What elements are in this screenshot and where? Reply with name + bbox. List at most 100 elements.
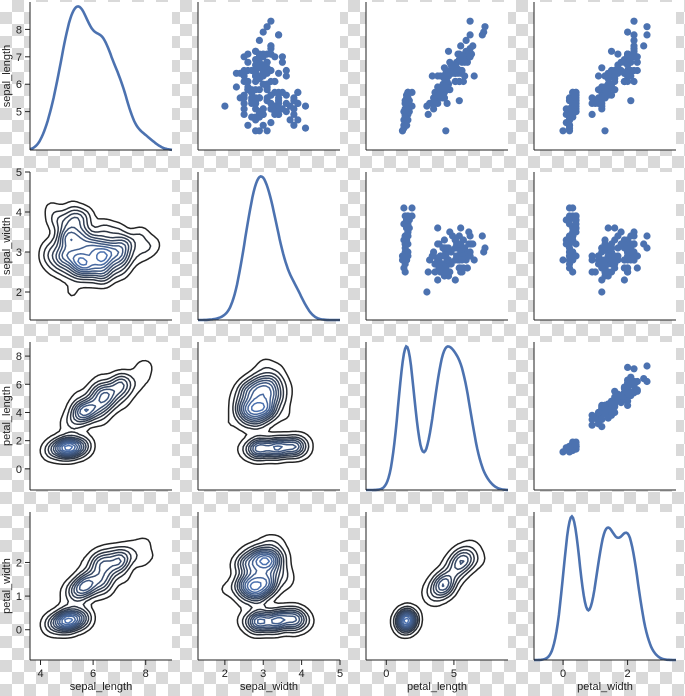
y-axis-label: petal_length: [1, 386, 13, 446]
scatter-point: [455, 56, 463, 64]
scatter-point: [436, 86, 444, 94]
scatter-point: [267, 42, 275, 50]
panel-petal_width-vs-sepal_width: 2 3 4 5 sepal_width: [197, 512, 343, 693]
kde-contour-level: [389, 539, 486, 640]
scatter-point: [630, 365, 638, 373]
panel-petal_length-vs-petal_length: [365, 342, 508, 492]
scatter-point: [611, 224, 619, 232]
scatter-point: [624, 397, 632, 405]
x-tick-label: 0: [383, 668, 389, 680]
scatter-point: [633, 53, 641, 61]
kde-contour-level: [52, 554, 126, 631]
x-axis-label: sepal_width: [240, 681, 298, 693]
scatter-point: [598, 288, 606, 296]
y-tick-label: 8: [16, 351, 22, 363]
panel-sepal_length-vs-petal_length: [365, 2, 508, 151]
scatter-point: [455, 66, 463, 75]
scatter-point: [643, 31, 651, 39]
scatter-point: [614, 252, 622, 260]
scatter-point: [588, 252, 596, 260]
kde-contour-level: [394, 549, 475, 634]
scatter-point: [405, 108, 413, 116]
kde-contour-level: [47, 375, 132, 460]
scatter-point: [572, 108, 580, 116]
scatter-point: [275, 69, 283, 77]
scatter-point: [403, 236, 411, 244]
scatter-point: [447, 61, 455, 69]
kde-contour-level: [43, 205, 152, 285]
scatter-point: [431, 260, 439, 268]
scatter-point: [455, 50, 463, 58]
scatter-point: [627, 66, 635, 75]
kde-contour-level: [236, 374, 305, 458]
scatter-point: [598, 423, 606, 431]
scatter-point: [443, 268, 451, 276]
scatter-point: [244, 50, 252, 58]
scatter-point: [404, 94, 412, 102]
scatter-point: [466, 31, 474, 39]
y-tick-label: 3: [16, 247, 22, 259]
scatter-point: [252, 77, 260, 86]
panel-petal_width-vs-sepal_length: 0 1 2 4 6 8 sepal_length petal_width: [1, 512, 172, 693]
scatter-point: [255, 53, 263, 61]
scatter-point: [431, 99, 439, 107]
scatter-point: [562, 216, 570, 224]
scatter-point: [617, 66, 625, 75]
kde-contour-level: [49, 551, 129, 633]
scatter-point: [643, 244, 651, 252]
kde-contour-level: [52, 381, 125, 458]
scatter-point: [466, 252, 474, 260]
scatter-point: [607, 47, 616, 55]
scatter-point: [601, 72, 609, 80]
scatter-point: [263, 127, 271, 135]
scatter-point: [267, 91, 275, 99]
scatter-point: [458, 256, 466, 264]
scatter-point: [255, 36, 263, 45]
kde-contour-level: [397, 554, 469, 631]
scatter-point: [240, 99, 248, 107]
scatter-point: [633, 264, 641, 272]
kde-contour-level: [232, 366, 310, 462]
scatter-point: [455, 97, 463, 105]
kde-contour-level: [39, 537, 154, 639]
scatter-point: [617, 392, 625, 400]
x-axis-label: petal_width: [577, 681, 633, 693]
scatter-point: [630, 77, 638, 86]
kde-contour-level: [77, 251, 108, 266]
scatter-point: [263, 83, 271, 91]
panel-background: [366, 342, 508, 490]
scatter-point: [294, 116, 302, 124]
scatter-point: [633, 252, 641, 260]
scatter-point: [588, 421, 596, 429]
scatter-point: [401, 113, 409, 121]
scatter-point: [430, 105, 438, 113]
scatter-point: [275, 97, 283, 105]
kde-contour-level: [55, 216, 130, 277]
kde-contour-level: [72, 248, 113, 269]
panel-sepal_width-vs-petal_width: [533, 172, 676, 321]
scatter-point: [572, 216, 580, 224]
scatter-point: [565, 252, 574, 260]
y-tick-label: 8: [16, 24, 22, 36]
scatter-point: [601, 91, 609, 99]
scatter-point: [624, 50, 632, 58]
scatter-point: [431, 268, 439, 276]
x-tick-label: 2: [625, 668, 631, 680]
x-tick-label: 0: [560, 668, 566, 680]
kde-contour-level: [400, 614, 413, 628]
y-tick-label: 0: [16, 464, 22, 476]
scatter-point: [624, 28, 632, 36]
kde-contour-level: [392, 545, 479, 636]
scatter-point: [466, 232, 474, 240]
kde-contour-level: [64, 617, 74, 624]
kde-contour-level: [247, 393, 269, 416]
panel-sepal_width-vs-petal_length: [365, 172, 508, 321]
scatter-point: [620, 276, 629, 284]
scatter-point: [244, 66, 252, 75]
scatter-point: [435, 240, 443, 248]
kde-contour-level: [242, 382, 297, 453]
scatter-point: [627, 72, 635, 80]
scatter-point: [627, 97, 635, 105]
panel-background: [30, 2, 172, 150]
